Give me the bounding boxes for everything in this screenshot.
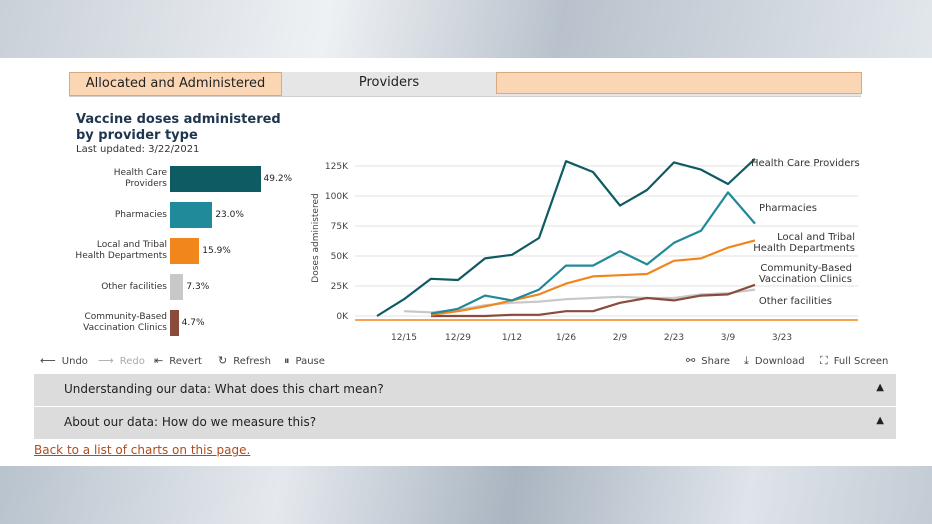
y-tick-label: 75K: [331, 222, 349, 232]
x-tick-label: 12/29: [445, 333, 471, 343]
accordion-about[interactable]: About our data: How do we measure this? …: [34, 406, 896, 439]
accordion-title: About our data: How do we measure this?: [64, 415, 317, 429]
x-tick-label: 2/23: [664, 333, 684, 343]
undo-button[interactable]: ⟵ Undo: [40, 354, 88, 367]
y-tick-label: 50K: [331, 252, 349, 262]
fullscreen-button[interactable]: ⛶ Full Screen: [820, 354, 888, 368]
fullscreen-icon: ⛶: [820, 354, 828, 367]
bar-category-label: Other facilities: [101, 281, 167, 292]
y-tick-label: 100K: [325, 192, 349, 202]
series-label: Vaccination Clinics: [759, 274, 852, 285]
chevron-up-icon: ▲: [876, 382, 884, 393]
download-icon: ⤓: [744, 354, 749, 367]
arrow-left-icon: ⟵: [40, 354, 56, 367]
bar-value-label: 7.3%: [186, 282, 210, 292]
share-label: Share: [701, 356, 731, 367]
share-button[interactable]: ⚯ Share: [686, 354, 730, 367]
line-chart: 0K 25K 50K 75K 100K 125K 12/15 12/29 1/12 1/26 2/9…: [311, 157, 860, 343]
pause-label: Pause: [295, 356, 325, 367]
series-line: [430, 239, 756, 316]
bar[interactable]: [170, 274, 184, 300]
background-bottom: [0, 466, 932, 524]
download-button[interactable]: ⤓ Download: [744, 354, 805, 368]
series-line: [431, 283, 756, 318]
series-label: Community-Based: [760, 263, 852, 274]
x-tick-label: 3/9: [721, 333, 736, 343]
chevron-up-icon: ▲: [876, 415, 884, 426]
download-label: Download: [754, 356, 805, 367]
revert-label: Revert: [169, 356, 202, 367]
tab-providers[interactable]: Providers: [358, 75, 420, 90]
revert-icon: ⇤: [154, 354, 164, 367]
tab-allocated-administered[interactable]: Allocated and Administered: [69, 72, 282, 96]
tab-empty[interactable]: [496, 72, 862, 94]
series-line: [430, 191, 756, 315]
bar[interactable]: [170, 166, 261, 192]
redo-button[interactable]: ⟶ Redo: [98, 354, 145, 367]
x-tick-label: 12/15: [391, 333, 417, 343]
bar-category-label: Pharmacies: [114, 209, 167, 220]
chart-title: Vaccine doses administered by provider t…: [76, 112, 281, 143]
y-tick-label: 0K: [336, 312, 349, 322]
y-axis-label: Doses administered: [311, 193, 321, 282]
toolbar: ⟵ Undo ⟶ Redo ⇤ Revert ↻ Refresh ⏸ Pause ⚯ Sha…: [34, 352, 896, 370]
last-updated: Last updated: 3/22/2021: [76, 144, 200, 155]
series-label: Local and Tribal: [777, 232, 855, 243]
bar-category-label: Local and Tribal Health Departments: [75, 240, 167, 261]
x-tick-label: 2/9: [613, 333, 628, 343]
pause-button[interactable]: ⏸ Pause: [284, 354, 325, 368]
x-tick-label: 1/12: [502, 333, 522, 343]
y-tick-label: 125K: [325, 162, 349, 172]
redo-label: Redo: [119, 356, 145, 367]
bar[interactable]: [170, 202, 213, 228]
fullscreen-label: Full Screen: [833, 356, 889, 367]
accordion-understanding[interactable]: Understanding our data: What does this c…: [34, 373, 896, 406]
bar-value-label: 49.2%: [263, 174, 293, 184]
x-tick-label: 1/26: [556, 333, 576, 343]
series-label: Pharmacies: [759, 203, 817, 214]
bar-category-label: Community-Based Vaccination Clinics: [83, 312, 167, 333]
y-tick-label: 25K: [331, 282, 349, 292]
refresh-icon: ↻: [218, 354, 228, 367]
refresh-label: Refresh: [233, 356, 271, 367]
pause-icon: ⏸: [284, 354, 290, 367]
accordion-title: Understanding our data: What does this c…: [64, 382, 384, 396]
undo-label: Undo: [61, 356, 88, 367]
bar-value-label: 4.7%: [181, 318, 205, 328]
series-label: Health Care Providers: [751, 158, 860, 169]
revert-button[interactable]: ⇤ Revert: [154, 354, 202, 367]
bar[interactable]: [170, 310, 179, 336]
background-top: [0, 0, 932, 58]
series-label: Other facilities: [759, 296, 832, 307]
refresh-button[interactable]: ↻ Refresh: [218, 354, 271, 367]
arrow-right-icon: ⟶: [98, 354, 114, 367]
bar-value-label: 15.9%: [202, 246, 231, 256]
bar-value-label: 23.0%: [215, 210, 244, 220]
bar[interactable]: [170, 238, 200, 264]
bar-category-label: Health Care Providers: [113, 168, 167, 189]
series-line: [403, 288, 756, 314]
series-line: [376, 157, 756, 317]
share-icon: ⚯: [686, 354, 696, 367]
series-label: Health Departments: [753, 243, 855, 254]
back-link[interactable]: Back to a list of charts on this page.: [34, 443, 251, 457]
x-tick-label: 3/23: [772, 333, 792, 343]
tab-bar: Allocated and Administered Providers: [69, 72, 862, 97]
